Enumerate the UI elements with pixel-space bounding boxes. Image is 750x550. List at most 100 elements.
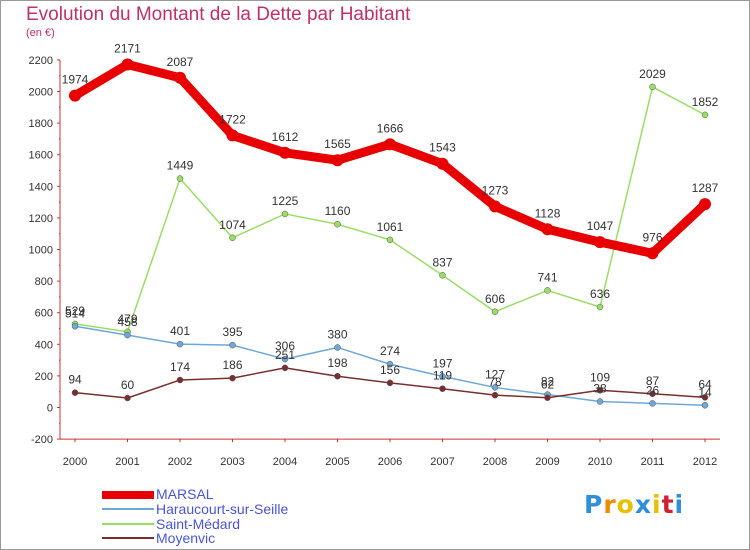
data-point (649, 400, 656, 407)
data-label: 174 (170, 360, 190, 374)
data-point (229, 374, 236, 382)
x-tick-label: 2001 (115, 456, 139, 468)
data-label: 2029 (639, 67, 666, 81)
data-label: 1273 (482, 183, 509, 197)
data-label: 62 (541, 378, 555, 392)
x-tick-label: 2006 (378, 456, 402, 468)
data-point (334, 372, 341, 380)
data-label: 1074 (219, 218, 246, 232)
data-label: 64 (698, 377, 712, 391)
data-point (226, 129, 239, 142)
data-point (124, 394, 131, 402)
data-point (229, 234, 236, 242)
y-tick-label: 400 (35, 339, 53, 351)
x-tick-label: 2004 (273, 456, 297, 468)
x-tick-label: 2012 (693, 456, 717, 468)
data-point (386, 360, 394, 368)
data-label: 1612 (272, 130, 299, 144)
data-point (541, 223, 554, 236)
data-point (229, 341, 236, 349)
data-point (544, 287, 551, 294)
data-point (701, 402, 709, 409)
data-point (121, 58, 134, 71)
y-tick-label: 2000 (29, 87, 53, 99)
logo-letter: i (674, 490, 685, 519)
logo-letter: P (584, 490, 604, 519)
data-label: 186 (222, 358, 242, 372)
data-point (436, 157, 449, 170)
data-label: 251 (275, 348, 295, 362)
data-point (279, 146, 291, 159)
data-label: 1047 (587, 219, 614, 233)
data-label: 380 (327, 327, 347, 341)
data-point (281, 364, 289, 372)
data-label: 401 (170, 324, 190, 338)
x-tick-label: 2010 (588, 456, 612, 468)
data-label: 529 (65, 304, 85, 318)
data-label: 274 (380, 344, 400, 358)
logo-letter: i (652, 490, 662, 519)
x-tick-label: 2007 (430, 456, 454, 468)
data-point (491, 308, 499, 316)
data-label: 741 (537, 270, 557, 284)
data-point (491, 391, 499, 399)
legend-label: Moyenvic (156, 530, 216, 546)
data-label: 458 (117, 315, 137, 329)
y-tick-label: 0 (47, 403, 53, 415)
data-label: 1666 (377, 121, 404, 135)
data-point (71, 323, 79, 330)
data-point (331, 154, 344, 167)
data-point (594, 236, 606, 249)
legend-swatch (102, 537, 154, 539)
data-label: 60 (121, 378, 135, 392)
data-label: 1974 (62, 73, 89, 87)
data-point (71, 389, 79, 396)
data-label: 197 (432, 356, 452, 370)
data-label: 1128 (535, 206, 561, 220)
data-label: 1565 (324, 137, 351, 151)
x-tick-label: 2005 (325, 456, 349, 468)
data-point (701, 111, 709, 119)
data-point (649, 83, 656, 91)
data-point (544, 394, 551, 401)
data-label: 119 (433, 369, 452, 383)
chart-title: Evolution du Montant de la Dette par Hab… (26, 4, 411, 25)
data-point (596, 387, 604, 394)
y-tick-label: 800 (35, 276, 53, 288)
x-tick-label: 2008 (483, 456, 507, 468)
data-label: 514 (65, 306, 85, 320)
y-tick-label: 600 (35, 308, 53, 320)
data-label: 127 (485, 367, 505, 381)
data-point (124, 331, 131, 339)
y-tick-label: -200 (31, 434, 53, 446)
logo-letter: t (661, 490, 675, 519)
data-point (596, 303, 604, 311)
chart-unit: (en €) (26, 27, 55, 39)
y-tick-label: 1200 (29, 213, 53, 225)
data-point (176, 340, 184, 348)
data-label: 87 (646, 374, 660, 388)
data-label: 82 (541, 375, 555, 389)
data-label: 1852 (692, 95, 719, 109)
x-tick-label: 2000 (63, 456, 87, 468)
data-point (439, 385, 446, 392)
data-label: 306 (275, 339, 295, 353)
proxiti-logo: Proxiti (584, 490, 684, 519)
data-point (646, 247, 659, 260)
logo-letter: o (616, 490, 635, 519)
data-label: 837 (432, 255, 452, 269)
data-label: 2171 (114, 41, 141, 55)
data-point (386, 236, 394, 244)
y-tick-label: 1800 (29, 118, 53, 130)
legend-swatch (102, 508, 154, 510)
data-point (176, 376, 184, 384)
y-tick-label: 200 (35, 371, 53, 383)
data-point (176, 175, 184, 182)
data-label: 38 (593, 381, 607, 395)
data-label: 26 (646, 383, 660, 397)
x-tick-label: 2003 (220, 456, 244, 468)
data-label: 1061 (377, 220, 404, 234)
y-tick-label: 1000 (29, 245, 53, 257)
y-tick-label: 1400 (29, 181, 53, 193)
